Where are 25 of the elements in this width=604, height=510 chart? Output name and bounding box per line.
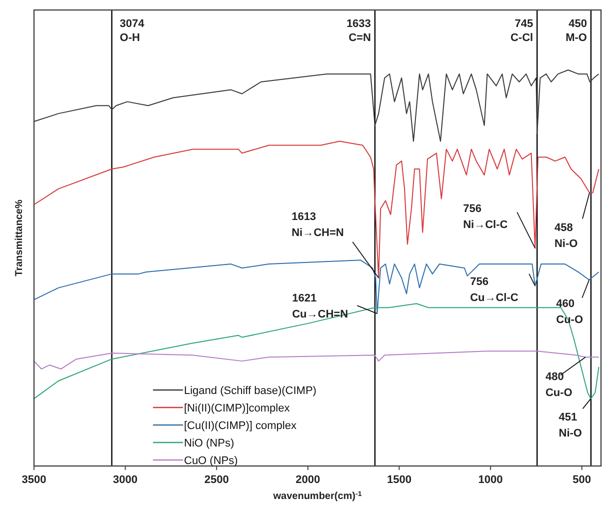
x-tick-label: 3000 <box>113 474 138 486</box>
legend-label: NiO (NPs) <box>184 438 234 450</box>
annotation: 458 Ni-O <box>554 222 578 250</box>
ref-line-label: 745 C-Cl <box>510 18 534 44</box>
ref-line-label: 3074 O-H <box>120 18 146 44</box>
annotation: 480 Cu-O <box>545 371 573 400</box>
ref-line-label: 450 M-O <box>566 18 588 44</box>
legend-label: [Ni(II)(CIMP)]complex <box>184 402 290 414</box>
legend-label: [Cu(II)(CIMP)] complex <box>184 420 297 432</box>
y-axis-title: Transmittance% <box>14 200 25 276</box>
ref-line-label: 1633 C=N <box>346 18 371 44</box>
x-axis-title: wavenumber(cm)$^{-1}$ <box>272 490 362 502</box>
legend-label: Ligand (Schiff base)(CIMP) <box>184 385 316 397</box>
x-tick-label: 3500 <box>22 474 46 486</box>
annotation: 756 Ni→Cl-C <box>463 203 508 232</box>
x-tick-label: 2500 <box>204 474 229 486</box>
annotation: 451 Ni-O <box>558 412 582 440</box>
annotation: 1621 Cu→CH=N <box>292 292 348 321</box>
x-tick-label: 2000 <box>296 474 320 486</box>
x-tick-label: 1500 <box>386 474 412 486</box>
x-tick-label: 1000 <box>478 474 503 486</box>
annotation: 1613 Ni→CH=N <box>292 210 344 239</box>
x-tick-label: 500 <box>572 474 592 486</box>
legend-label: CuO (NPs) <box>184 455 238 467</box>
annotation: 756 Cu→Cl-C <box>470 276 518 304</box>
